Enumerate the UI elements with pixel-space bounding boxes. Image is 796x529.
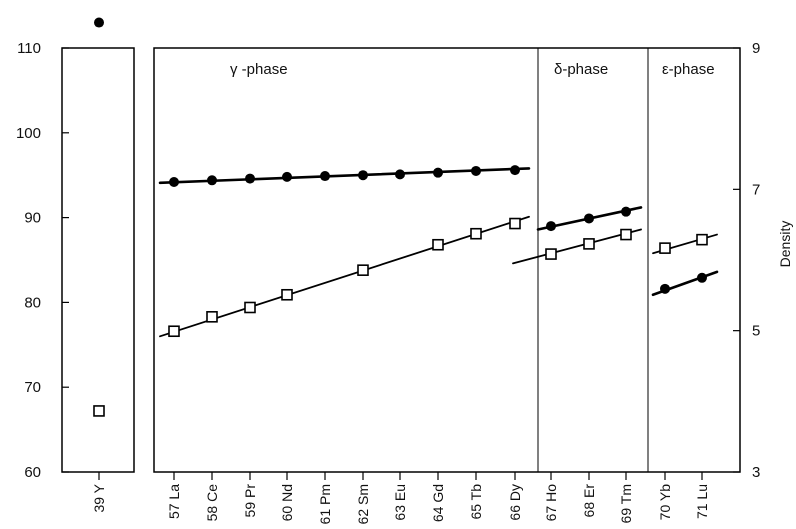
left-tick-label-100: 100 (16, 125, 41, 142)
point-circle-66-dy (510, 165, 520, 176)
point-circle-58-ce (207, 175, 217, 186)
point-circle-71-lu (697, 272, 707, 283)
point-circle-61-pm (320, 171, 330, 182)
x-tick-label-70-yb: 70 Yb (657, 484, 673, 521)
x-tick-label-67-ho: 67 Ho (543, 484, 559, 522)
right-y-axis: 3 5 7 9 (733, 40, 760, 481)
phase-label-3: ε-phase (662, 61, 715, 78)
x-tick-label-68-er: 68 Er (581, 484, 597, 518)
point-square-39-y (93, 405, 105, 417)
trend-line-1 (158, 167, 531, 185)
point-circle-62-sm (358, 170, 368, 181)
point-square-62-sm (357, 264, 369, 276)
left-tick-label-110: 110 (17, 40, 41, 57)
right-tick-label-5: 5 (752, 323, 760, 340)
right-tick-label-9: 9 (752, 40, 760, 57)
point-square-69-tm (620, 228, 632, 241)
point-square-70-yb (659, 242, 671, 254)
trend-lines (158, 167, 719, 338)
point-square-65-tb (470, 227, 482, 240)
phase-labels: γ -phase δ-phase ε-phase (230, 61, 715, 78)
x-tick-label-59-pr: 59 Pr (242, 484, 258, 518)
lanthanide-panel-frame (153, 47, 741, 473)
point-circle-60-nd (282, 171, 292, 182)
yttrium-panel-frame (61, 47, 135, 473)
point-square-64-gd (432, 238, 444, 251)
phase-label-2: δ-phase (554, 61, 608, 78)
left-tick-label-90: 90 (24, 210, 41, 227)
point-circle-67-ho (546, 221, 556, 232)
point-circle-68-er (584, 213, 594, 224)
left-tick-label-80: 80 (24, 294, 41, 311)
right-axis-title: Density (777, 221, 793, 268)
x-tick-label-69-tm: 69 Tm (618, 484, 634, 523)
point-square-66-dy (509, 217, 521, 230)
x-tick-label-57-la: 57 La (166, 484, 182, 519)
x-tick-label-64-gd: 64 Gd (430, 484, 446, 522)
x-tick-label-65-tb: 65 Tb (468, 484, 484, 520)
point-circle-59-pr (245, 173, 255, 184)
point-square-68-er (583, 238, 595, 250)
point-circle-65-tb (471, 165, 481, 176)
left-tick-label-60: 60 (24, 464, 41, 481)
point-circle-69-tm (621, 206, 631, 217)
x-tick-label-63-eu: 63 Eu (392, 484, 408, 521)
x-tick-label-60-nd: 60 Nd (279, 484, 295, 521)
point-square-60-nd (281, 288, 293, 301)
point-circle-64-gd (433, 167, 443, 178)
point-circle-57-la (169, 176, 179, 187)
phase-dividers (537, 48, 649, 472)
data-points (93, 17, 708, 417)
x-tick-label-39-y: 39 Y (91, 483, 107, 512)
left-y-axis: 60 70 80 90 100 110 (16, 40, 69, 481)
point-square-59-pr (244, 301, 256, 314)
trend-line-2 (159, 215, 530, 338)
x-tick-label-66-dy: 66 Dy (507, 484, 523, 521)
x-tick-label-61-pm: 61 Pm (317, 484, 333, 524)
left-tick-label-70: 70 (24, 379, 41, 396)
point-square-58-ce (206, 311, 218, 323)
x-axis: 39 Y 57 La 58 Ce 59 Pr 60 Nd 61 Pm 62 Sm 63 Eu 6… (91, 472, 710, 524)
point-square-57-la (168, 325, 180, 338)
point-circle-70-yb (660, 283, 670, 294)
x-tick-label-62-sm: 62 Sm (355, 484, 371, 524)
phase-label-1: γ -phase (230, 61, 288, 78)
point-square-67-ho (545, 248, 557, 260)
x-tick-label-71-lu: 71 Lu (694, 484, 710, 519)
x-tick-label-58-ce: 58 Ce (204, 484, 220, 522)
point-circle-63-eu (395, 169, 405, 180)
right-tick-label-7: 7 (752, 181, 760, 198)
point-square-71-lu (696, 233, 708, 246)
plot-frames (61, 47, 741, 473)
point-circle-39-y (94, 17, 104, 28)
right-tick-label-3: 3 (752, 464, 760, 481)
trend-line-4 (512, 228, 642, 265)
